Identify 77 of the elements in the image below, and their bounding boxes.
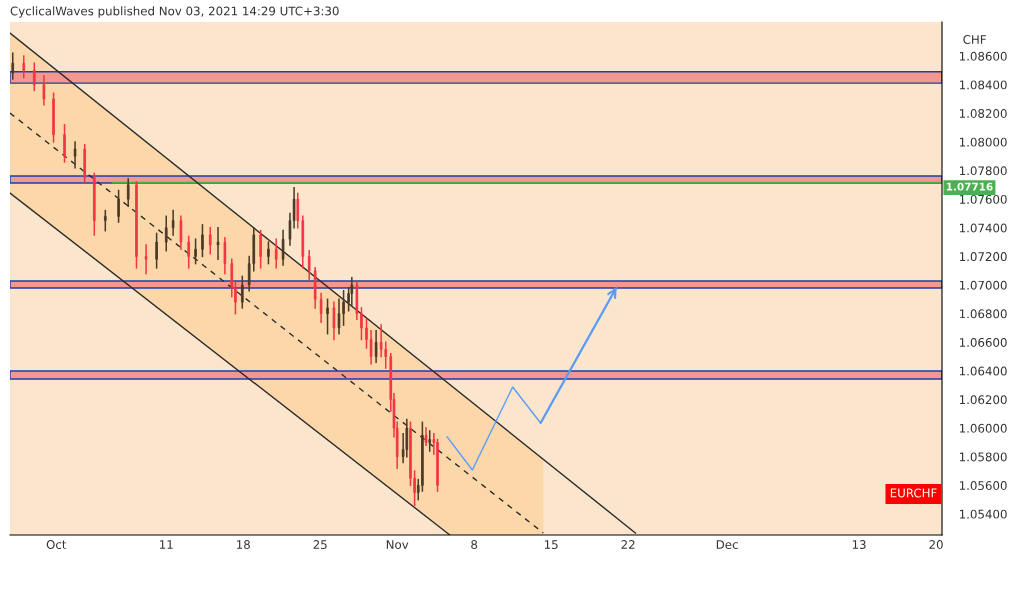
candlestick [179,215,183,251]
candlestick [104,209,107,232]
candlestick [63,123,66,163]
candlestick [187,235,190,269]
candlestick [52,92,55,143]
candlestick [337,298,341,335]
candlestick [194,238,197,265]
candlestick [332,301,336,341]
chart-title: CyclicalWaves published Nov 03, 2021 14:29 UTC+3:30 [10,6,339,18]
candlestick [223,237,227,275]
candlestick [32,62,36,92]
x-tick-label: 11 [160,540,173,549]
candlestick [135,181,138,269]
y-tick-label: 1.06000 [959,423,1007,433]
x-tick-label: Nov [386,540,409,549]
x-tick-label: 13 [852,540,866,549]
candlestick [267,241,270,265]
candlestick [241,275,244,309]
candlestick [11,52,15,80]
candlestick [208,227,212,255]
y-tick-label: 1.05600 [959,481,1007,490]
x-tick-label: 8 [471,540,478,549]
candlestick [126,178,130,208]
y-tick-label: 1.08400 [959,80,1007,90]
y-tick-label: 1.08200 [959,109,1007,118]
candlestick [296,192,300,229]
candlestick [274,238,278,269]
candlestick [259,229,262,269]
y-tick-label: 1.06800 [959,309,1007,319]
annotation: EURCHF [890,488,937,498]
y-tick-label: 1.05800 [959,452,1007,462]
y-tick-label: 1.06600 [959,337,1007,347]
candlestick [117,189,120,223]
y-tick-label: 1.08000 [959,137,1007,147]
candlestick [201,224,204,258]
candlestick [428,430,432,452]
candlestick [360,307,363,341]
y-tick-label: 1.07200 [959,252,1007,262]
candlestick [307,249,311,281]
candlestick [73,141,77,169]
x-tick-label: 22 [621,540,635,549]
x-tick-label: 25 [313,540,327,549]
y-tick-label: 1.06200 [959,395,1007,405]
y-tick-label: 1.05400 [959,509,1007,519]
candlestick [374,330,378,364]
x-tick-label: Dec [716,540,738,549]
candlestick [365,318,368,349]
x-tick-label: 18 [237,540,250,549]
candlestick [42,75,46,106]
candlestick [281,229,285,266]
ref-line-label: 1.07716 [946,182,993,191]
candlestick [155,232,158,269]
candlestick [292,186,296,229]
x-tick-label: 20 [929,540,943,549]
y-tick-label: 1.07800 [959,166,1007,176]
x-tick-label: 15 [544,540,558,549]
y-tick-label: 1.07600 [959,194,1007,204]
x-tick-label: Oct [46,540,67,549]
candlestick [144,244,148,275]
candlestick [93,172,96,236]
y-tick-label: 1.07000 [959,280,1007,290]
candlestick [384,341,388,369]
candlestick [369,330,373,365]
candlestick [22,55,26,79]
candlestick [379,324,383,358]
y-tick-label: 1.07400 [959,223,1007,233]
candlestick [326,298,329,335]
candlestick [171,209,175,236]
candlestick [216,227,220,261]
candlestick [319,292,323,323]
candlestick [288,212,292,246]
y-tick-label: 1.08600 [959,51,1007,61]
candlestick [164,215,168,252]
candlestick [83,144,86,183]
candlestick [421,421,424,492]
y-axis-title: CHF [963,35,986,44]
y-tick-label: 1.06400 [959,366,1007,376]
